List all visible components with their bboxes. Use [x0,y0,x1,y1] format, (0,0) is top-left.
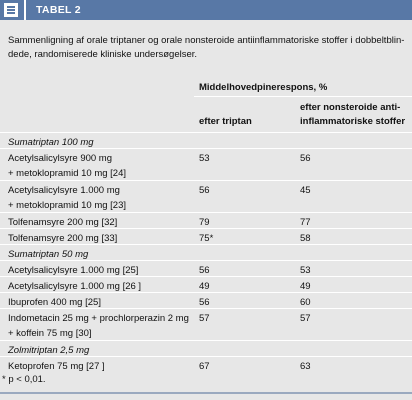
cell-value: 49 [199,281,210,292]
header-bar: TABEL 2 [0,0,412,20]
data-row: Tolfenamsyre 200 mg [33] 75* 58 [0,228,412,244]
group-label: Zolmitriptan 2,5 mg [8,345,90,356]
row-label: Ibuprofen 400 mg [25] [8,297,101,308]
cell-value: 77 [300,217,311,228]
separator [24,0,26,20]
cell-value: 56 [199,297,210,308]
cell-value: 75* [199,233,214,244]
footnote: * p < 0,01. [2,374,46,385]
table-title: TABEL 2 [36,4,81,16]
group-header: Middelhovedpinerespons, % [199,82,328,93]
data-row: Acetylsalicylsyre 1.000 mg [25] 56 53 [0,260,412,276]
cell-value: 60 [300,297,311,308]
cell-value: 57 [300,313,311,324]
cell-value: 63 [300,361,311,372]
row-label: Tolfenamsyre 200 mg [32] [8,217,118,228]
cell-value: 56 [300,153,311,164]
cell-value: 53 [300,265,311,276]
data-row: Acetylsalicylsyre 900 mg + metoklopramid… [0,148,412,180]
group-row: Sumatriptan 50 mg [0,244,412,260]
cell-value: 45 [300,185,311,196]
row-label: Tolfenamsyre 200 mg [33] [8,233,118,244]
column-header: efter triptan [199,116,252,127]
row-label: Indometacin 25 mg + prochlorperazin 2 mg… [8,313,189,339]
data-row: Acetylsalicylsyre 1.000 mg + metoklopram… [0,180,412,212]
cell-value: 49 [300,281,311,292]
group-label: Sumatriptan 50 mg [8,249,89,260]
cell-value: 67 [199,361,210,372]
data-row: Ketoprofen 75 mg [27 ] 67 63 [0,356,412,372]
table-body: Sumatriptan 100 mg Acetylsalicylsyre 900 … [0,132,412,372]
data-row: Ibuprofen 400 mg [25] 56 60 [0,292,412,308]
icon [4,3,18,17]
row-label: Acetylsalicylsyre 1.000 mg [25] [8,265,139,276]
data-row: Tolfenamsyre 200 mg [32] 79 77 [0,212,412,228]
row-label: Ketoprofen 75 mg [27 ] [8,361,105,372]
data-row: Indometacin 25 mg + prochlorperazin 2 mg… [0,308,412,340]
group-label: Sumatriptan 100 mg [8,137,94,148]
group-row: Zolmitriptan 2,5 mg [0,340,412,356]
rule [0,392,412,394]
row-label: Acetylsalicylsyre 1.000 mg [26 ] [8,281,142,292]
cell-value: 56 [199,185,210,196]
group-row: Sumatriptan 100 mg [0,132,412,148]
rule [194,96,412,97]
row-label: Acetylsalicylsyre 1.000 mg + metoklopram… [8,185,127,211]
cell-value: 53 [199,153,210,164]
cell-value: 57 [199,313,210,324]
cell-value: 79 [199,217,210,228]
row-label: Acetylsalicylsyre 900 mg + metoklopramid… [8,153,127,179]
caption: Sammenligning af orale triptaner og oral… [8,35,405,60]
data-row: Acetylsalicylsyre 1.000 mg [26 ] 49 49 [0,276,412,292]
cell-value: 56 [199,265,210,276]
cell-value: 58 [300,233,311,244]
column-header: efter nonsteroide anti- inflammatoriske … [300,102,406,127]
